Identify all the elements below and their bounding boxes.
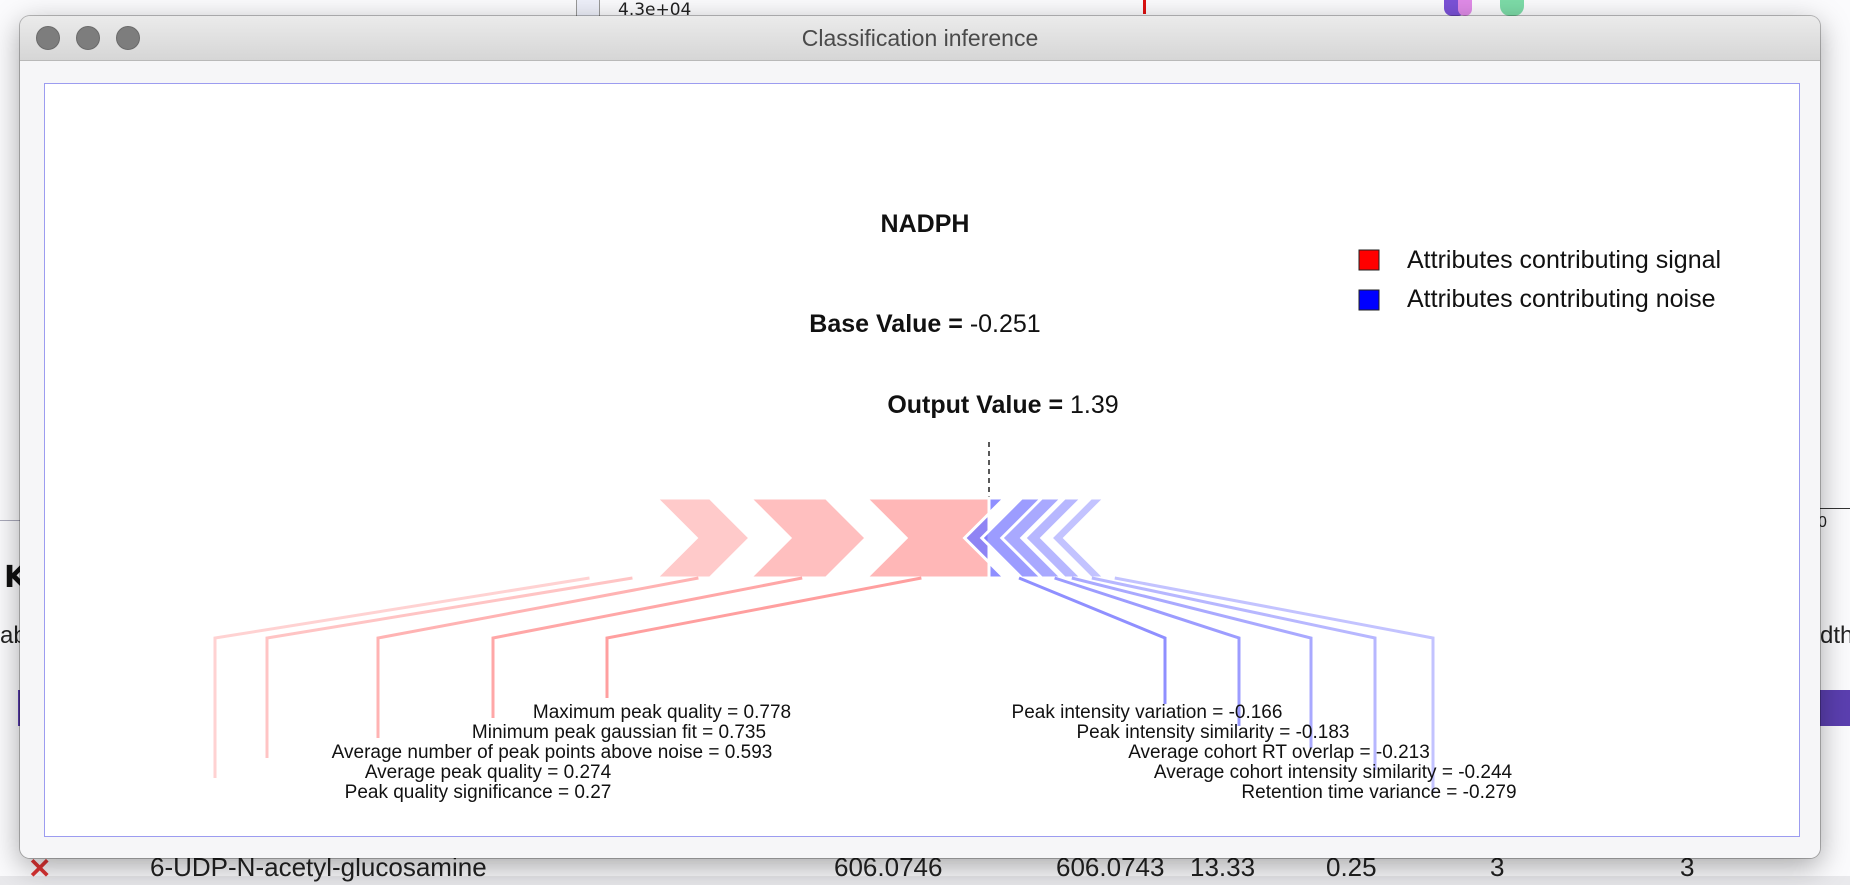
- noise-feature-label: Average cohort RT overlap = -0.213: [1128, 742, 1430, 763]
- legend-signal-swatch: [1358, 249, 1380, 271]
- zoom-window-button[interactable]: [116, 26, 140, 50]
- noise-connector: [1018, 576, 1167, 704]
- noise-bar: [1048, 496, 1109, 580]
- close-window-button[interactable]: [36, 26, 60, 50]
- signal-feature-label: Maximum peak quality = 0.778: [533, 702, 791, 723]
- legend: Attributes contributing signal Attribute…: [1358, 246, 1721, 313]
- background-axis-label: 0: [1818, 514, 1827, 531]
- signal-connector: [265, 576, 633, 758]
- signal-connector: [605, 576, 922, 698]
- signal-connector: [491, 576, 803, 718]
- background-peak: [1500, 0, 1524, 16]
- classification-inference-window: Classification inference NADPH Base Valu…: [20, 16, 1820, 858]
- background-selection-bar: [1820, 690, 1850, 726]
- noise-connector: [1071, 576, 1313, 748]
- window-content: NADPH Base Value = -0.251 Output Value =…: [20, 61, 1820, 858]
- signal-connector: [213, 576, 590, 778]
- signal-bar: [609, 496, 659, 580]
- background-text-fragment: dth: [1820, 622, 1850, 649]
- base-value-label: Base Value =: [809, 310, 970, 338]
- legend-signal-label: Attributes contributing signal: [1407, 246, 1721, 274]
- noise-connector: [1114, 576, 1435, 792]
- base-value: -0.251: [970, 310, 1041, 338]
- window-titlebar[interactable]: Classification inference: [20, 16, 1820, 61]
- minimize-window-button[interactable]: [76, 26, 100, 50]
- output-value-text: Output Value = 1.39: [887, 391, 1118, 419]
- noise-feature-label: Average cohort intensity similarity = -0…: [1154, 762, 1513, 783]
- plot-frame: NADPH Base Value = -0.251 Output Value =…: [44, 83, 1800, 837]
- noise-feature-label: Retention time variance = -0.279: [1241, 782, 1516, 803]
- noise-feature-label: Peak intensity similarity = -0.183: [1077, 722, 1350, 743]
- table-cell: 3: [1490, 852, 1505, 882]
- signal-feature-label: Minimum peak gaussian fit = 0.735: [472, 722, 766, 743]
- signal-connector: [376, 576, 699, 738]
- signal-bar: [652, 496, 753, 580]
- background-axis-marker: [576, 0, 600, 18]
- noise-feature-label: Peak intensity variation = -0.166: [1012, 702, 1283, 723]
- signal-feature-label: Peak quality significance = 0.27: [345, 782, 612, 803]
- noise-connector: [1054, 576, 1241, 726]
- signal-feature-label: Average number of peak points above nois…: [332, 742, 773, 763]
- noise-bar: [1022, 496, 1086, 580]
- legend-noise-label: Attributes contributing noise: [1407, 285, 1716, 313]
- background-axis-tick: 4.3e+04: [618, 0, 692, 20]
- background-red-marker: [1143, 0, 1146, 14]
- window-title: Classification inference: [801, 25, 1039, 51]
- force-plot-chart: NADPH Base Value = -0.251 Output Value =…: [213, 210, 1721, 803]
- output-value-label: Output Value =: [887, 391, 1070, 419]
- background-peak: [1458, 0, 1472, 16]
- noise-bar: [999, 496, 1066, 580]
- signal-bar: [566, 496, 616, 580]
- legend-noise-swatch: [1358, 289, 1380, 311]
- signal-feature-label: Average peak quality = 0.274: [365, 762, 612, 783]
- table-cell: 3: [1680, 852, 1695, 882]
- output-value: 1.39: [1070, 391, 1119, 419]
- base-value-text: Base Value = -0.251: [809, 310, 1040, 338]
- background-axis-line: [1818, 508, 1850, 509]
- background-divider: [0, 520, 20, 521]
- chart-title: NADPH: [881, 210, 970, 238]
- noise-connector: [1091, 576, 1377, 770]
- signal-bar: [746, 496, 869, 580]
- signal-bar: [862, 496, 991, 580]
